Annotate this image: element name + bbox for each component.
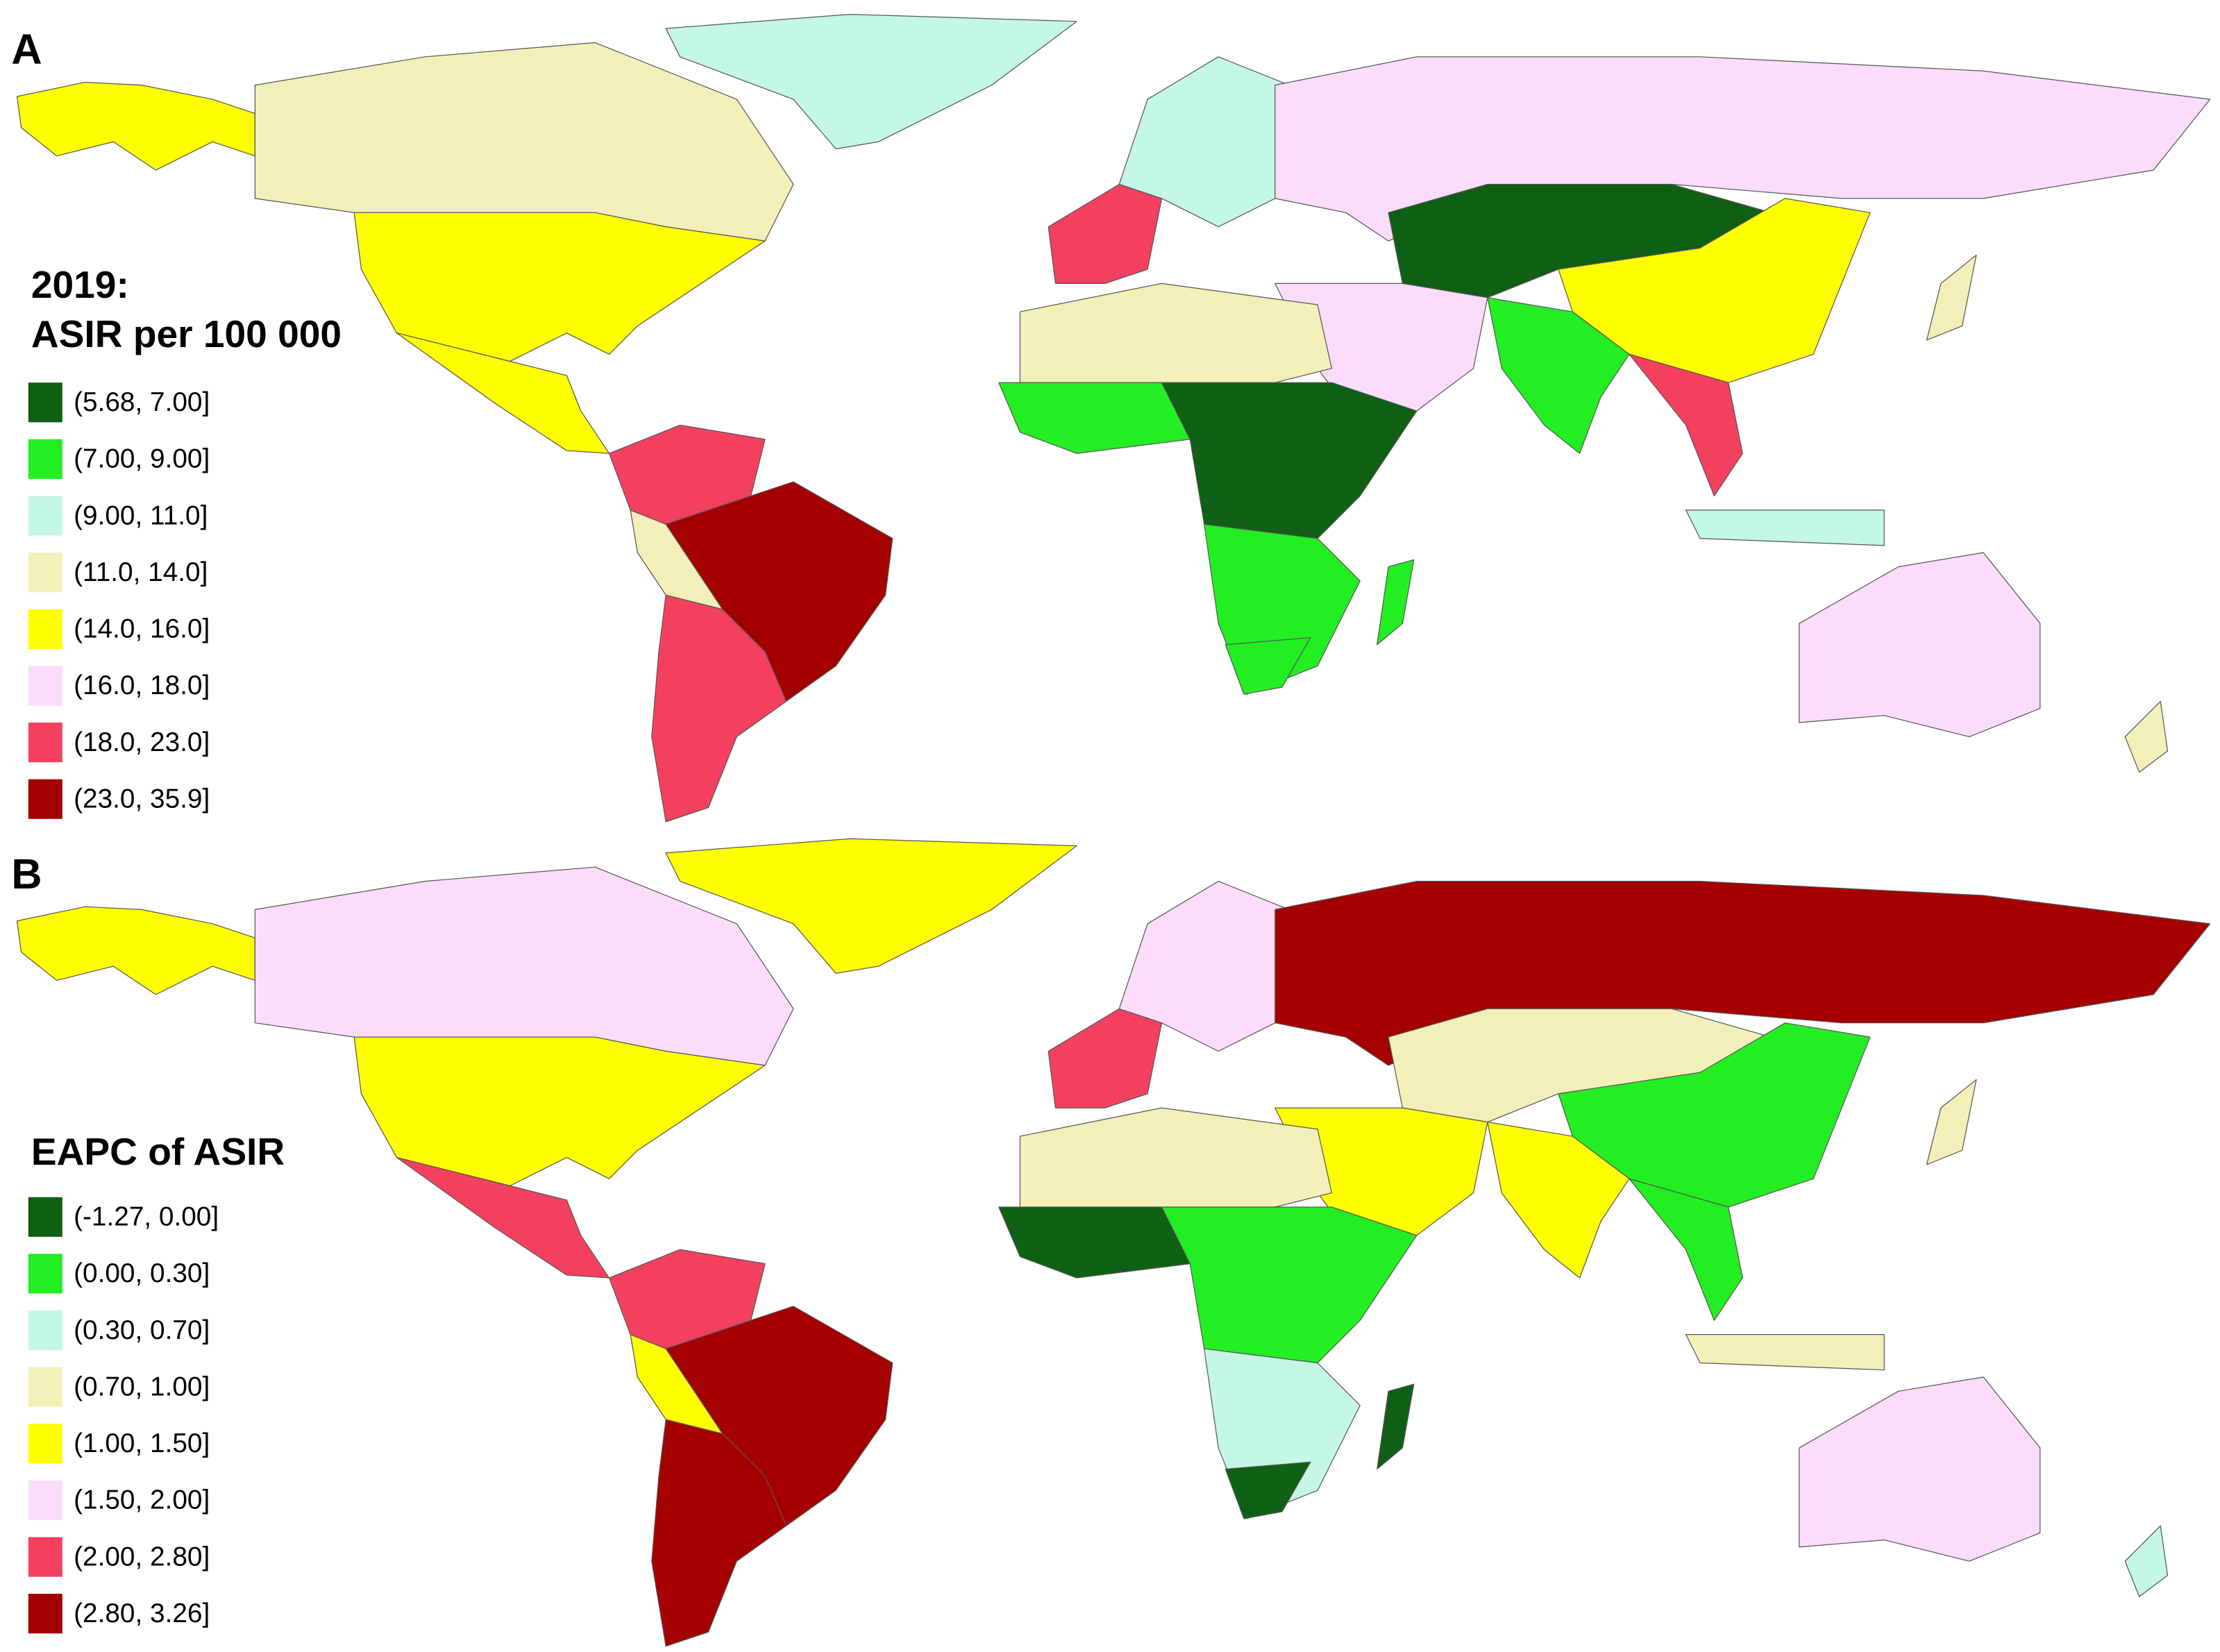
legend-label: (2.80, 3.26] [74,1599,210,1628]
map-panel [16,13,2211,823]
legend-title: EAPC of ASIR [31,1130,285,1173]
legend-swatch [28,1310,62,1351]
country-region [16,81,255,171]
legend-title: ASIR per 100 000 [31,312,342,355]
legend-swatch [28,1197,62,1237]
country-region [998,382,1191,454]
legend-label: (14.0, 16.0] [74,614,210,644]
legend-label: (1.00, 1.50] [74,1428,210,1458]
legend-swatch [28,609,62,649]
panel-label: B [11,850,42,897]
country-region [1685,1334,1885,1371]
country-region [1799,1376,2041,1562]
country-region [1799,552,2041,738]
country-region [2124,700,2169,773]
legend-label: (5.68, 7.00] [74,387,210,417]
legend-label: (0.70, 1.00] [74,1372,210,1401]
country-region [396,332,610,454]
panel-label: A [11,26,42,73]
legend-label: (18.0, 23.0] [74,727,210,757]
country-region [353,212,766,362]
country-region [1629,1178,1743,1321]
country-region [1377,559,1415,646]
legend-swatch [28,666,62,706]
country-region [396,1156,610,1279]
country-region [1629,353,1743,497]
map-panel [16,838,2211,1647]
legend-label: (-1.27, 0.00] [74,1202,219,1232]
country-region [1225,637,1311,695]
legend-swatch [28,1424,62,1464]
country-region [1926,1079,1977,1165]
country-region [1275,283,1488,426]
legend-label: (11.0, 14.0] [74,557,208,587]
country-region [1487,297,1630,454]
legend-swatch [28,723,62,763]
legend-label: (0.00, 0.30] [74,1258,210,1288]
country-region [353,1036,766,1186]
legend-title: 2019: [31,263,129,306]
country-region [1161,1206,1418,1364]
country-region [665,13,1077,150]
country-region [1377,1383,1415,1470]
country-region [651,1419,787,1647]
country-region [651,594,787,823]
country-region [1685,509,1885,546]
country-region [2124,1525,2169,1597]
legend-swatch [28,1594,62,1634]
legend-swatch [28,1254,62,1294]
legend-swatch [28,553,62,593]
country-region [16,906,255,995]
legend-label: (7.00, 9.00] [74,444,210,474]
legend-label: (9.00, 11.0] [74,500,208,530]
legend-swatch [28,439,62,479]
country-region [998,1206,1191,1279]
legend-label: (1.50, 2.00] [74,1485,210,1515]
country-region [1161,382,1418,539]
country-region [665,838,1077,974]
legend-label: (0.30, 0.70] [74,1315,210,1345]
legend-label: (2.00, 2.80] [74,1542,210,1571]
legend-label: (16.0, 18.0] [74,671,210,700]
country-region [1225,1461,1311,1519]
legend-swatch [28,779,62,819]
country-region [1926,254,1977,341]
legend-swatch [28,382,62,423]
legend-label: (23.0, 35.9] [74,784,210,814]
legend-swatch [28,1537,62,1577]
legend-swatch [28,496,62,536]
legend-swatch [28,1480,62,1521]
country-region [1275,1107,1488,1250]
legend-swatch [28,1367,62,1407]
country-region [1487,1121,1630,1279]
